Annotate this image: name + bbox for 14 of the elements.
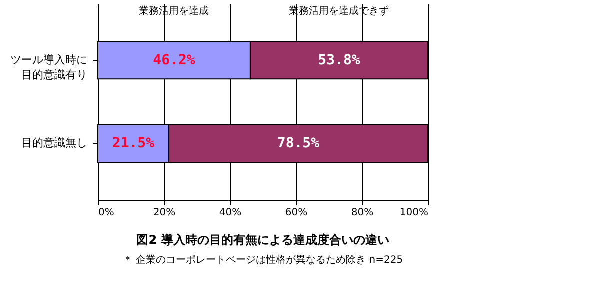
x-tick-label: 20%	[153, 208, 176, 218]
x-tick-label: 40%	[219, 208, 242, 218]
data-label: 53.8%	[318, 52, 361, 68]
y-tick-label: ツール導入時に目的意識有り	[10, 53, 88, 82]
text: ＊ 企業のコーポレートページは性格が異なるため除き n=225	[122, 254, 404, 266]
x-tick-label: 100%	[400, 208, 428, 218]
x-tick-label: 0%	[98, 208, 114, 218]
x-tick-label: 80%	[351, 208, 374, 218]
data-label: 21.5%	[112, 136, 156, 152]
y-tick-label: 目的意識無し	[22, 136, 88, 150]
data-label: 78.5%	[277, 136, 320, 152]
text: 図2 導入時の目的有無による達成度合いの違い	[136, 233, 390, 247]
data-label: 46.2%	[153, 52, 196, 68]
x-tick-label: 60%	[285, 208, 308, 218]
